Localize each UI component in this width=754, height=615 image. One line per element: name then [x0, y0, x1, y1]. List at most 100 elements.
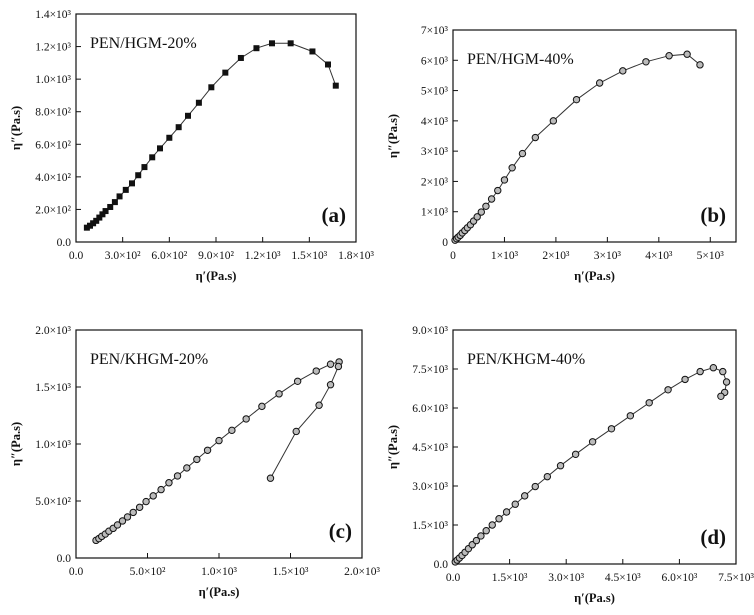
chart-2-point-25: [696, 61, 704, 69]
chart-4-panel-label: (d): [700, 525, 726, 549]
chart-3-y-tick-label-3: 1.5×10³: [35, 382, 71, 394]
chart-1-series-line: [86, 42, 337, 229]
chart-4-x-tick-label-4: 6.0×10³: [661, 572, 697, 584]
chart-3-point-20: [228, 426, 236, 435]
chart-3-point-22: [258, 402, 266, 411]
chart-3-point-10: [135, 503, 144, 511]
chart-2-panel-label: (b): [700, 203, 726, 227]
chart-3-point-8: [123, 513, 132, 521]
chart-1-point-22: [237, 54, 244, 61]
chart-3-y-tick-label-1: 5.0×10²: [35, 496, 71, 508]
chart-1: 0.0 3.0×10² 6.0×10² 9.0×10² 1.2×10³ 1.5×10³ 1.…: [9, 9, 374, 283]
chart-4-point-20: [607, 425, 616, 433]
chart-4-point-25: [696, 367, 704, 376]
chart-1-x-axis-label: η′(Pa.s): [196, 269, 237, 283]
chart-1-point-17: [175, 124, 182, 131]
chart-2-y-tick-label-1: 1×10³: [421, 207, 449, 219]
chart-4-y-axis-label: η″(Pa.s): [386, 425, 400, 469]
chart-2-point-10: [477, 208, 485, 216]
chart-2-y-axis-label: η″(Pa.s): [386, 114, 400, 158]
chart-3-point-12: [149, 492, 157, 500]
chart-2-point-24: [683, 50, 691, 58]
chart-3-x-tick-label-4: 2.0×10³: [344, 566, 380, 578]
chart-2-x-tick-label-3: 3×10³: [594, 250, 622, 262]
chart-1-point-16: [166, 134, 173, 141]
chart-4-x-tick-label-1: 1.5×10³: [492, 572, 528, 584]
chart-3-x-tick-label-3: 1.5×10³: [273, 566, 309, 578]
chart-4-y-tick-label-3: 4.5×10³: [412, 442, 448, 454]
chart-4-point-22: [645, 399, 653, 407]
chart-3-point-25: [312, 367, 320, 375]
chart-1-y-tick-label-2: 4.0×10²: [35, 172, 71, 184]
chart-2-y-tick-label-3: 3×10³: [421, 146, 449, 158]
chart-4-series-line: [454, 367, 728, 563]
chart-3-x-axis-label: η′(Pa.s): [199, 585, 240, 599]
chart-4-x-axis-label: η′(Pa.s): [574, 591, 615, 605]
chart-3-point-32: [266, 474, 275, 482]
chart-3-x-tick-label-1: 5.0×10²: [130, 566, 166, 578]
chart-2-point-15: [508, 164, 516, 172]
chart-4-y-tick-label-2: 3.0×10³: [412, 481, 448, 493]
chart-3-point-21: [242, 415, 250, 423]
chart-3-y-tick-label-4: 2.0×10³: [35, 325, 71, 337]
chart-4-point-26: [709, 364, 718, 372]
chart-2-y-tick-label-7: 7×10³: [421, 25, 449, 37]
chart-2-point-13: [494, 186, 502, 195]
chart-1-point-9: [116, 193, 123, 200]
chart-4-point-13: [511, 500, 519, 508]
chart-1-point-20: [208, 84, 215, 91]
chart-2-y-tick-label-2: 2×10³: [421, 176, 449, 188]
chart-1-point-23: [253, 45, 260, 52]
chart-3-title: PEN/KHGM-20%: [90, 351, 208, 368]
chart-1-y-tick-label-4: 8.0×10²: [35, 107, 71, 119]
chart-2-title: PEN/HGM-40%: [467, 51, 574, 68]
chart-3-point-6: [113, 521, 122, 529]
chart-1-x-tick-label-5: 1.5×10³: [291, 250, 327, 262]
chart-2-x-tick-label-0: 0: [450, 250, 456, 262]
chart-1-point-28: [332, 82, 339, 89]
chart-1-title: PEN/HGM-20%: [90, 35, 197, 52]
chart-2: 0 1×10³ 2×10³ 3×10³ 4×10³ 5×10³ 0 1×10³ 2×10³ 3×1…: [386, 25, 737, 283]
chart-3-point-26: [326, 360, 335, 368]
chart-1-panel-label: (a): [322, 203, 347, 227]
chart-3-y-tick-label-2: 1.0×10³: [35, 439, 71, 451]
chart-1-x-tick-label-2: 6.0×10²: [151, 250, 187, 262]
chart-4-point-12: [502, 508, 511, 516]
chart-2-series-line: [454, 53, 701, 241]
chart-1-point-25: [287, 40, 294, 47]
chart-1-point-19: [195, 99, 202, 106]
chart-4-point-11: [495, 515, 503, 523]
chart-4-point-14: [520, 492, 529, 500]
chart-1-y-tick-label-6: 1.2×10³: [35, 42, 71, 54]
chart-4-x-tick-label-2: 3.0×10³: [548, 572, 584, 584]
chart-4-point-18: [571, 450, 580, 458]
chart-3-panel-label: (c): [329, 519, 352, 543]
chart-4-y-tick-label-0: 0.0: [434, 559, 449, 571]
chart-2-point-11: [482, 202, 490, 210]
chart-2-x-tick-label-1: 1×10³: [491, 250, 519, 262]
chart-1-x-tick-label-3: 9.0×10²: [198, 250, 234, 262]
chart-3-point-23: [275, 390, 283, 398]
chart-1-point-7: [107, 203, 114, 210]
chart-1-y-tick-label-1: 2.0×10²: [35, 204, 71, 216]
chart-3-point-29: [326, 381, 335, 389]
chart-1-y-tick-label-7: 1.4×10³: [35, 9, 71, 21]
chart-1-point-4: [96, 214, 103, 221]
chart-4-point-24: [681, 375, 689, 384]
chart-4: 0.0 1.5×10³ 3.0×10³ 4.5×10³ 6.0×10³ 7.5×10³ 0.…: [386, 325, 754, 605]
chart-1-point-10: [122, 186, 129, 193]
chart-1-x-tick-label-0: 0.0: [69, 250, 84, 262]
chart-1-point-11: [129, 180, 135, 187]
chart-3-point-16: [183, 464, 191, 472]
chart-4-point-17: [556, 462, 565, 470]
chart-3-point-7: [118, 517, 127, 525]
chart-1-point-2: [90, 220, 97, 227]
chart-1-point-24: [269, 40, 275, 47]
chart-4-point-28: [722, 378, 731, 386]
chart-2-x-tick-label-5: 5×10³: [697, 250, 725, 262]
chart-1-y-tick-label-5: 1.0×10³: [35, 74, 71, 86]
chart-1-point-13: [141, 164, 148, 171]
chart-1-y-axis-label: η″(Pa.s): [9, 106, 23, 150]
chart-1-point-3: [93, 217, 100, 224]
chart-1-point-1: [87, 222, 93, 229]
